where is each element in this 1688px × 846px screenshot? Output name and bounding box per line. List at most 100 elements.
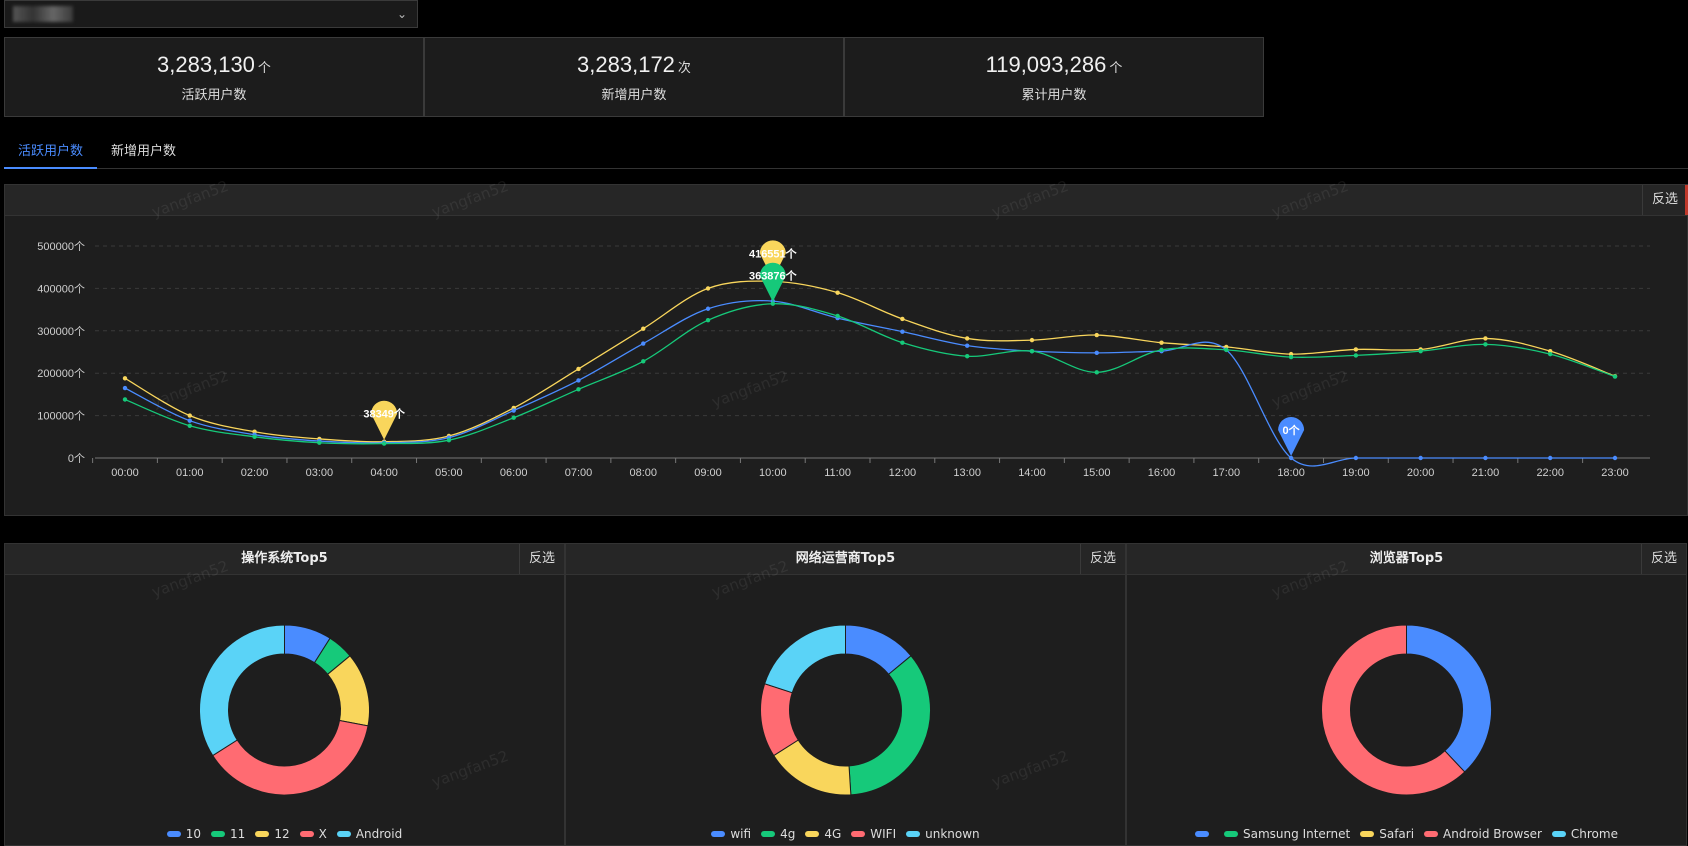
legend-swatch bbox=[1195, 831, 1210, 837]
legend-label: 4G bbox=[824, 827, 842, 841]
legend-swatch bbox=[336, 831, 351, 837]
x-tick-label: 08:00 bbox=[629, 467, 657, 479]
legend-item[interactable]: 11 bbox=[211, 827, 245, 841]
tab-new-users[interactable]: 新增用户数 bbox=[111, 144, 177, 159]
pie-slice bbox=[848, 655, 931, 796]
pie-slice bbox=[1321, 624, 1466, 796]
y-tick-label: 200000个 bbox=[37, 367, 85, 380]
invert-button[interactable]: 反选 bbox=[1641, 544, 1686, 574]
x-tick-label: 20:00 bbox=[1407, 467, 1435, 479]
data-point bbox=[381, 441, 387, 446]
data-point bbox=[1159, 340, 1164, 345]
os-panel: 操作系统Top5 反选 10 11 12 X Android bbox=[4, 543, 565, 846]
data-point bbox=[187, 423, 192, 428]
trend-panel-header: 反选 bbox=[5, 185, 1688, 216]
x-tick-label: 11:00 bbox=[824, 467, 851, 479]
x-tick-label: 17:00 bbox=[1213, 467, 1241, 479]
app-selector[interactable]: ⌄ bbox=[4, 0, 418, 28]
stat-value: 3,283,130 bbox=[157, 51, 255, 77]
legend-item[interactable]: Samsung Internet bbox=[1224, 827, 1350, 841]
x-tick-label: 22:00 bbox=[1536, 467, 1564, 479]
y-tick-label: 500000个 bbox=[37, 240, 85, 253]
stat-label: 新增用户数 bbox=[601, 87, 667, 103]
stat-value: 3,283,172 bbox=[577, 51, 675, 77]
legend-item[interactable]: Safari bbox=[1360, 827, 1414, 841]
browser-donut-chart bbox=[1321, 624, 1492, 796]
legend-swatch bbox=[711, 831, 726, 837]
x-tick-label: 02:00 bbox=[241, 467, 269, 479]
legend-swatch bbox=[761, 831, 776, 837]
legend-label: 11 bbox=[230, 827, 246, 841]
legend-label: Android Browser bbox=[1443, 827, 1542, 841]
legend-item[interactable] bbox=[1195, 827, 1214, 841]
legend-item[interactable]: Android Browser bbox=[1424, 827, 1542, 841]
invert-button[interactable]: 反选 bbox=[519, 544, 564, 574]
stat-card-total: 119,093,286 个 累计用户数 bbox=[844, 37, 1264, 117]
red-edge-marker bbox=[1685, 185, 1688, 215]
x-tick-label: 01:00 bbox=[176, 467, 204, 479]
x-tick-label: 05:00 bbox=[435, 467, 463, 479]
legend-swatch bbox=[299, 831, 314, 837]
data-point bbox=[964, 343, 970, 348]
legend-swatch bbox=[1224, 831, 1239, 837]
data-point bbox=[1483, 342, 1488, 347]
y-tick-label: 300000个 bbox=[37, 325, 85, 338]
x-tick-label: 04:00 bbox=[370, 467, 398, 479]
pie-slice bbox=[212, 719, 369, 796]
legend-item[interactable]: Android bbox=[336, 827, 403, 841]
stat-unit: 个 bbox=[257, 60, 271, 76]
x-tick-label: 03:00 bbox=[306, 467, 334, 479]
data-point bbox=[900, 340, 905, 345]
invert-button[interactable]: 反选 bbox=[1642, 185, 1687, 215]
legend-item[interactable]: 4g bbox=[761, 827, 795, 841]
data-point bbox=[964, 336, 970, 341]
data-point bbox=[1353, 353, 1359, 358]
legend-item[interactable]: WIFI bbox=[851, 827, 896, 841]
legend-item[interactable]: 4G bbox=[805, 827, 841, 841]
marker-pin bbox=[371, 400, 398, 440]
x-tick-label: 12:00 bbox=[889, 467, 917, 479]
legend-item[interactable]: 10 bbox=[166, 827, 201, 841]
carrier-legend: wifi 4g 4G WIFI unknown bbox=[566, 827, 1125, 841]
data-point bbox=[835, 313, 840, 319]
x-tick-label: 10:00 bbox=[759, 467, 787, 479]
x-tick-label: 18:00 bbox=[1277, 467, 1305, 479]
x-tick-label: 00:00 bbox=[111, 467, 139, 479]
x-tick-label: 23:00 bbox=[1601, 467, 1629, 479]
legend-item[interactable]: unknown bbox=[906, 827, 980, 841]
data-point bbox=[187, 413, 192, 418]
data-point bbox=[1483, 336, 1488, 341]
legend-label: Android bbox=[355, 827, 403, 841]
marker-pin bbox=[1278, 417, 1305, 456]
marker-label: 416551个 bbox=[749, 246, 798, 260]
tab-active-users[interactable]: 活跃用户数 bbox=[4, 140, 98, 169]
tab-bar: 活跃用户数 新增用户数 bbox=[4, 140, 1688, 169]
x-tick-label: 06:00 bbox=[500, 467, 528, 479]
legend-item[interactable]: Chrome bbox=[1551, 827, 1618, 841]
series-line bbox=[124, 303, 1616, 445]
legend-swatch bbox=[906, 831, 921, 837]
marker-label: 363876个 bbox=[749, 269, 798, 283]
stat-unit: 个 bbox=[1109, 60, 1123, 76]
browser-panel: 浏览器Top5 反选 Samsung Internet Safari Android… bbox=[1126, 543, 1687, 846]
data-point bbox=[122, 376, 128, 381]
data-point bbox=[641, 341, 646, 346]
data-point bbox=[187, 418, 192, 423]
legend-label: unknown bbox=[925, 827, 980, 841]
legend-label: Samsung Internet bbox=[1243, 827, 1351, 841]
panel-title: 网络运营商Top5 bbox=[795, 551, 896, 566]
legend-item[interactable]: wifi bbox=[711, 827, 751, 841]
stat-card-active: 3,283,130 个 活跃用户数 bbox=[4, 37, 424, 117]
invert-button[interactable]: 反选 bbox=[1080, 544, 1125, 574]
data-point bbox=[1094, 370, 1099, 375]
legend-item[interactable]: 12 bbox=[255, 827, 290, 841]
stat-label: 累计用户数 bbox=[1021, 87, 1087, 103]
data-point bbox=[122, 385, 128, 391]
data-point bbox=[511, 415, 516, 420]
legend-swatch bbox=[1360, 831, 1375, 837]
data-point bbox=[1353, 455, 1359, 461]
legend-label: WIFI bbox=[870, 827, 897, 841]
legend-swatch bbox=[211, 831, 226, 837]
legend-item[interactable]: X bbox=[299, 827, 327, 841]
